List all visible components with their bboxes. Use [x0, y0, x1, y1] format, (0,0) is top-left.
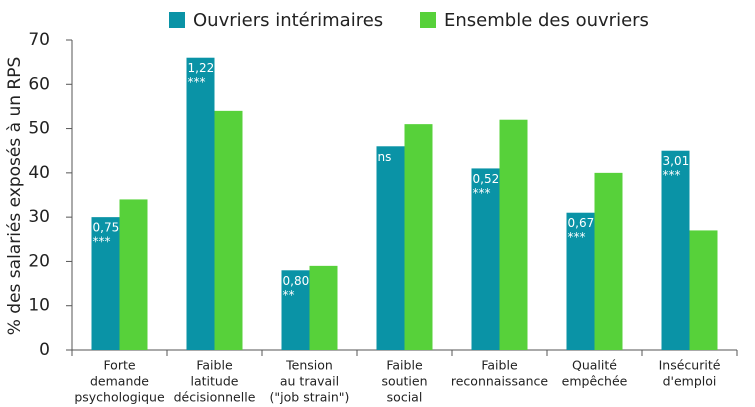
bar-annotation: ** — [283, 288, 295, 302]
bar-annotation: 3,01 — [663, 154, 690, 168]
bar-annotation: *** — [93, 235, 111, 249]
y-tick-label: 70 — [28, 30, 50, 50]
y-tick-label: 0 — [39, 340, 50, 360]
legend-swatch — [420, 12, 436, 28]
bar — [566, 212, 595, 350]
bar-annotation: *** — [188, 75, 206, 89]
y-tick-label: 30 — [28, 207, 50, 227]
x-tick-label: Insécurité — [659, 358, 721, 373]
x-tick-label: décisionnelle — [174, 390, 256, 405]
bar — [404, 124, 433, 351]
x-tick-label: au travail — [280, 374, 339, 389]
bar — [119, 199, 148, 350]
x-tick-label: social — [387, 390, 423, 405]
legend-swatch — [169, 12, 185, 28]
y-tick-label: 50 — [28, 119, 50, 139]
x-tick-label: Forte — [103, 358, 135, 373]
x-tick-label: Faible — [386, 358, 423, 373]
x-tick-label: Faible — [196, 358, 233, 373]
bar — [186, 57, 215, 350]
bar-annotation: 1,22 — [188, 61, 215, 75]
x-tick-label: psychologique — [74, 390, 165, 405]
x-tick-label: latitude — [191, 374, 239, 389]
bar — [309, 265, 338, 350]
bar — [689, 230, 718, 350]
bar — [594, 172, 623, 350]
x-tick-label: Tension — [285, 358, 333, 373]
bar — [471, 168, 500, 350]
legend-label: Ensemble des ouvriers — [444, 10, 649, 31]
y-tick-label: 10 — [28, 296, 50, 316]
bar — [281, 270, 310, 350]
bar-annotation: 0,75 — [93, 221, 120, 235]
y-tick-label: 40 — [28, 163, 50, 183]
x-tick-label: Qualité — [572, 358, 617, 373]
x-tick-label: reconnaissance — [451, 374, 549, 389]
x-tick-label: soutien — [381, 374, 427, 389]
legend-label: Ouvriers intérimaires — [193, 10, 383, 31]
y-tick-label: 60 — [28, 74, 50, 94]
bar — [499, 119, 528, 350]
y-axis-label: % des salariés exposés à un RPS — [5, 57, 25, 336]
bar-annotation: ns — [378, 150, 392, 164]
bar — [661, 150, 690, 350]
bar-annotation: *** — [663, 168, 681, 182]
bar — [376, 146, 405, 350]
x-tick-label: empêchée — [562, 374, 628, 389]
bar-annotation: *** — [473, 186, 491, 200]
bar-annotation: *** — [568, 230, 586, 244]
bar-annotation: 0,52 — [473, 172, 500, 186]
bar-annotation: 0,67 — [568, 216, 595, 230]
bar — [91, 217, 120, 350]
bar — [214, 110, 243, 350]
x-tick-label: d'emploi — [663, 374, 717, 389]
bar-annotation: 0,80 — [283, 274, 310, 288]
x-tick-label: ("job strain") — [270, 390, 350, 405]
y-tick-label: 20 — [28, 251, 50, 271]
x-tick-label: Faible — [481, 358, 518, 373]
x-tick-label: demande — [90, 374, 149, 389]
